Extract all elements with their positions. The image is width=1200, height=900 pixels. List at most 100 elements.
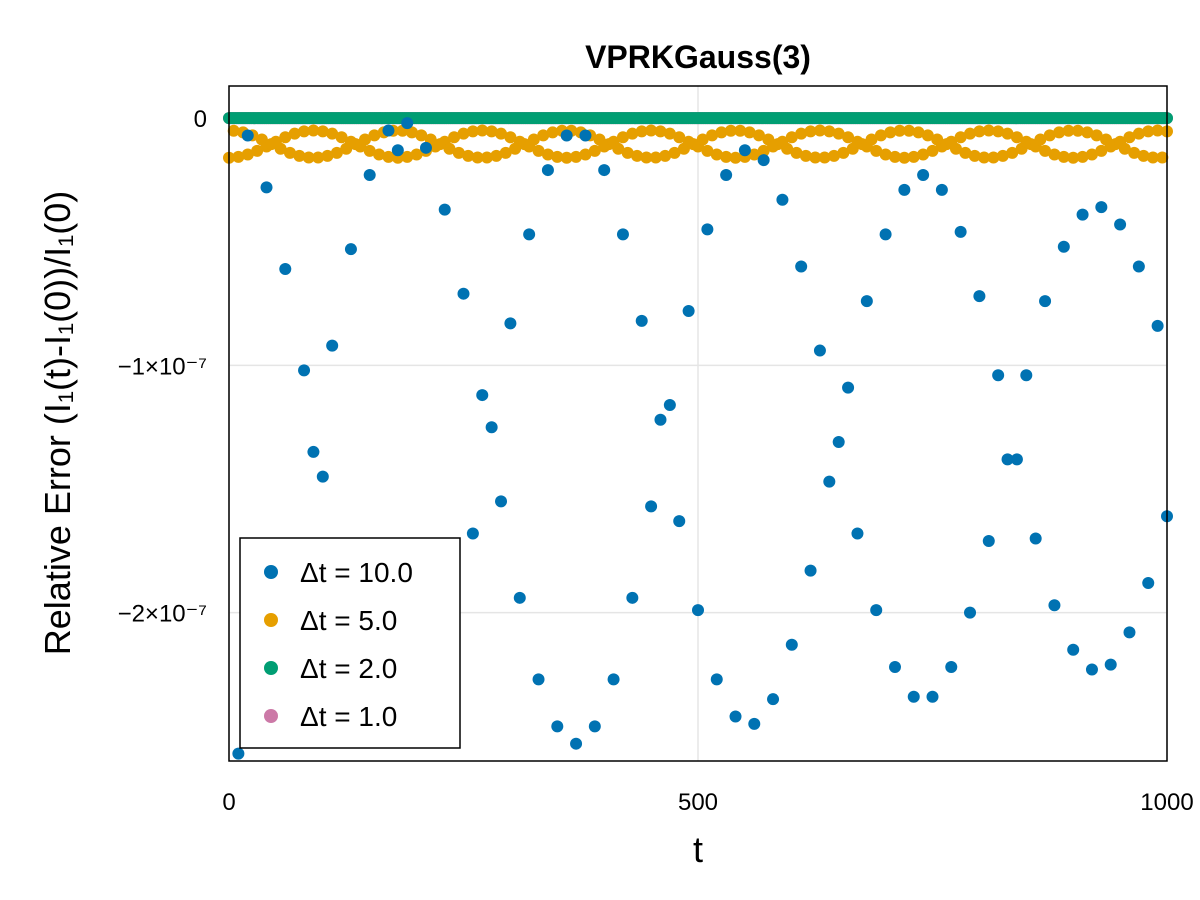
data-point [1151, 319, 1164, 332]
data-point [1085, 663, 1098, 676]
data-point [401, 117, 414, 130]
y-tick-label: −1×10⁻⁷ [118, 353, 207, 380]
data-point [527, 133, 540, 146]
data-point [462, 149, 475, 162]
data-point [607, 673, 620, 686]
data-point [1057, 150, 1070, 163]
data-point [696, 133, 709, 146]
series-2 [223, 112, 1173, 125]
data-point [616, 228, 629, 241]
data-point [715, 126, 728, 139]
x-axis-title: t [693, 829, 703, 870]
data-point [635, 125, 648, 138]
data-point [663, 127, 676, 140]
data-point [912, 126, 925, 139]
data-point [631, 149, 644, 162]
data-point [1137, 149, 1150, 162]
data-point [968, 149, 981, 162]
data-point [917, 169, 930, 182]
data-point [1085, 148, 1098, 161]
data-point [921, 129, 934, 142]
data-point [776, 193, 789, 206]
data-point [570, 737, 583, 750]
data-point [612, 142, 625, 155]
data-point [701, 144, 714, 157]
data-point [767, 693, 780, 706]
data-point [720, 169, 733, 182]
legend-label: Δt = 1.0 [300, 701, 397, 732]
data-point [832, 436, 845, 449]
data-point [1062, 124, 1075, 137]
data-point [551, 150, 564, 163]
data-point [903, 124, 916, 137]
data-point [888, 150, 901, 163]
data-point [1067, 643, 1080, 656]
data-point [382, 124, 395, 137]
data-point [724, 124, 737, 137]
data-point [1151, 124, 1164, 137]
data-point [992, 369, 1005, 382]
x-tick-label: 0 [222, 789, 235, 816]
data-point [260, 181, 273, 194]
data-point [570, 150, 583, 163]
legend-marker [264, 613, 278, 627]
data-point [813, 344, 826, 357]
data-point [973, 290, 986, 303]
data-point [335, 131, 348, 144]
data-point [504, 131, 517, 144]
data-points [223, 112, 1173, 760]
data-point [1118, 142, 1131, 155]
data-point [663, 398, 676, 411]
data-point [1057, 240, 1070, 253]
data-point [532, 673, 545, 686]
y-axis-title: Relative Error (I₁(t)-I₁(0))/I₁(0) [37, 191, 78, 655]
data-point [785, 131, 798, 144]
data-point [471, 151, 484, 164]
data-point [419, 141, 432, 154]
x-tick-label: 1000 [1140, 789, 1193, 816]
axis-ticks: 0 500 1000 0 −1×10⁻⁷ −2×10⁻⁷ [118, 106, 1194, 816]
data-point [964, 127, 977, 140]
data-point [842, 131, 855, 144]
data-point [1001, 453, 1014, 466]
data-point [907, 690, 920, 703]
data-point [710, 673, 723, 686]
data-point [799, 149, 812, 162]
data-point [828, 149, 841, 162]
data-point [541, 164, 554, 177]
data-point [298, 125, 311, 138]
data-point [330, 146, 343, 159]
data-point [954, 131, 967, 144]
data-point [1006, 146, 1019, 159]
data-point [1029, 532, 1042, 545]
data-point [579, 148, 592, 161]
data-point [588, 144, 601, 157]
data-point [457, 127, 470, 140]
data-point [579, 129, 592, 142]
data-point [537, 129, 550, 142]
data-point [964, 606, 977, 619]
data-point [738, 144, 751, 157]
data-point [1132, 260, 1145, 273]
data-point [720, 150, 733, 163]
data-point [232, 150, 245, 163]
data-point [476, 389, 489, 402]
data-point [1076, 208, 1089, 221]
data-point [298, 364, 311, 377]
data-point [312, 151, 325, 164]
data-point [621, 146, 634, 159]
data-point [321, 149, 334, 162]
data-point [706, 129, 719, 142]
data-point [907, 150, 920, 163]
data-point [645, 500, 658, 513]
data-point [495, 495, 508, 508]
data-point [616, 131, 629, 144]
data-point [809, 151, 822, 164]
data-point [659, 149, 672, 162]
data-point [884, 126, 897, 139]
data-point [987, 151, 1000, 164]
data-point [1001, 127, 1014, 140]
data-point [546, 126, 559, 139]
data-point [457, 287, 470, 300]
